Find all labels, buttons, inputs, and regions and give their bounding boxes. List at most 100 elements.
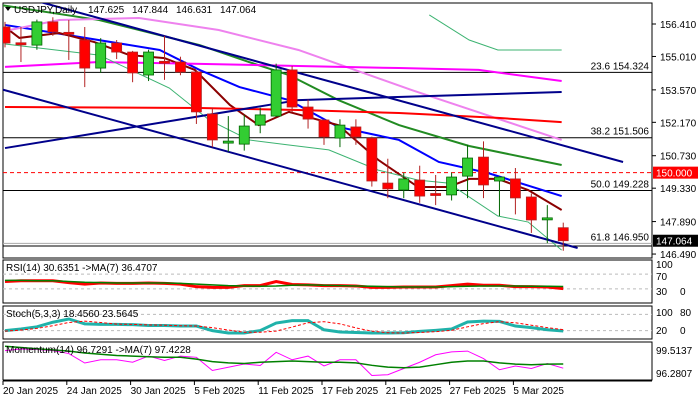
fib-label: 50.0 149.228 <box>591 180 650 191</box>
candle-body <box>430 193 442 196</box>
candle-body <box>525 196 537 221</box>
candle-body <box>398 178 410 191</box>
candle <box>414 165 426 203</box>
candle-body <box>270 69 282 117</box>
price-plot <box>3 3 652 251</box>
candle <box>111 40 123 60</box>
candle-body <box>238 125 250 145</box>
candle-body <box>111 42 123 53</box>
high-value: 147.844 <box>132 5 169 16</box>
price-marker-box <box>653 166 698 179</box>
stoch-tick-label: 0 <box>680 326 686 337</box>
momentum-title: Momentum(14) 96.7291 ->MA(7) 97.4228 <box>6 345 191 356</box>
band-upper-green-line <box>429 14 562 51</box>
date-label: 24 Jan 2025 <box>67 386 122 397</box>
candle <box>159 35 170 80</box>
candle <box>222 116 234 152</box>
price-marker-label: 147.064 <box>656 237 693 248</box>
candle <box>79 27 91 88</box>
price-tick-label: 147.890 <box>660 218 697 229</box>
price-tick-label: 155.010 <box>660 52 697 63</box>
momentum-frame <box>2 341 653 381</box>
candle <box>366 136 378 187</box>
momentum-momentum-line <box>4 348 564 376</box>
price-marker-box <box>653 234 698 247</box>
candle <box>286 65 298 113</box>
candle-body <box>175 61 186 73</box>
date-label: 5 Feb 2025 <box>194 386 245 397</box>
candle-body <box>127 51 138 74</box>
rsi-tick-label: 70 <box>656 272 668 283</box>
close-value: 147.064 <box>220 5 257 16</box>
price-tick-label: 152.170 <box>660 118 697 129</box>
candle-body <box>509 178 521 199</box>
candle-body <box>254 114 266 126</box>
ma-red-line <box>4 106 562 124</box>
candle <box>190 70 202 124</box>
candle <box>382 158 394 199</box>
rsi-tick-label: 30 <box>656 287 668 298</box>
date-label: 11 Feb 2025 <box>258 386 314 397</box>
rsi-tick-label: 0 <box>680 287 686 298</box>
candle <box>557 222 569 251</box>
candle <box>254 107 266 134</box>
stoch-panel: Stoch(5,3,3) 18.4560 23.5645 100 80 20 0 <box>2 305 692 340</box>
candle-body <box>190 71 202 113</box>
candle-body <box>286 69 298 108</box>
date-axis: 20 Jan 2025 24 Jan 2025 30 Jan 2025 5 Feb 2… <box>2 380 652 397</box>
low-value: 146.631 <box>176 5 213 16</box>
candle <box>350 119 362 145</box>
price-tick-label: 149.330 <box>660 184 697 195</box>
candle <box>15 27 27 63</box>
stoch-d-line <box>4 320 564 334</box>
trendline-lower-line <box>3 88 578 249</box>
price-marker-label: 150.000 <box>656 169 693 180</box>
rsi-frame <box>2 259 653 304</box>
chart-title: USDJPY,Daily <box>14 5 77 16</box>
trendline-upper-line <box>40 3 624 163</box>
candle <box>63 20 75 60</box>
candle-body <box>222 140 234 144</box>
date-label: 21 Feb 2025 <box>386 386 443 397</box>
price-tick-label: 146.490 <box>660 250 697 261</box>
candle-body <box>541 217 553 221</box>
stoch-k-line <box>4 317 564 335</box>
ma-100-pink-line <box>9 16 562 141</box>
candle-body <box>414 179 426 197</box>
momentum-panel: Momentum(14) 96.7291 ->MA(7) 97.4228 99.5… <box>2 341 693 381</box>
momentum-tick-label: 99.5137 <box>656 346 693 357</box>
price-tick-label: 153.570 <box>660 86 697 97</box>
candle-body <box>366 137 378 182</box>
candle <box>47 17 59 36</box>
candle <box>3 21 11 48</box>
fib-label: 38.2 151.506 <box>591 127 650 138</box>
candle-body <box>302 106 314 120</box>
stoch-title: Stoch(5,3,3) 18.4560 23.5645 <box>6 309 139 320</box>
price-panel: 23.6 154.324 38.2 151.506 50.0 149.228 61.8… <box>2 2 698 261</box>
dropdown-triangle-icon[interactable] <box>5 7 11 11</box>
candle-body <box>494 176 505 182</box>
rsi-title: RSI(14) 30.6351 ->MA(7) 36.4707 <box>6 263 158 274</box>
candle-body <box>382 182 394 190</box>
candle <box>206 107 218 148</box>
candle-body <box>95 42 107 69</box>
price-tick-label: 156.410 <box>660 20 697 31</box>
candle <box>509 168 521 215</box>
rsi-tick-label: 100 <box>656 260 673 271</box>
stoch-tick-label: 80 <box>680 308 692 319</box>
date-label: 5 Mar 2025 <box>513 386 564 397</box>
rsi-ma-line <box>5 279 564 288</box>
candle-body <box>63 31 75 35</box>
candle-body <box>79 39 91 69</box>
fib-label: 61.8 146.950 <box>591 232 650 243</box>
candle <box>127 50 138 83</box>
candle-body <box>334 124 346 139</box>
candle-body <box>462 157 473 177</box>
candle <box>175 56 186 76</box>
candle <box>270 63 282 117</box>
candle-body <box>31 21 43 46</box>
candle-body <box>318 119 330 138</box>
candle-body <box>3 26 11 44</box>
